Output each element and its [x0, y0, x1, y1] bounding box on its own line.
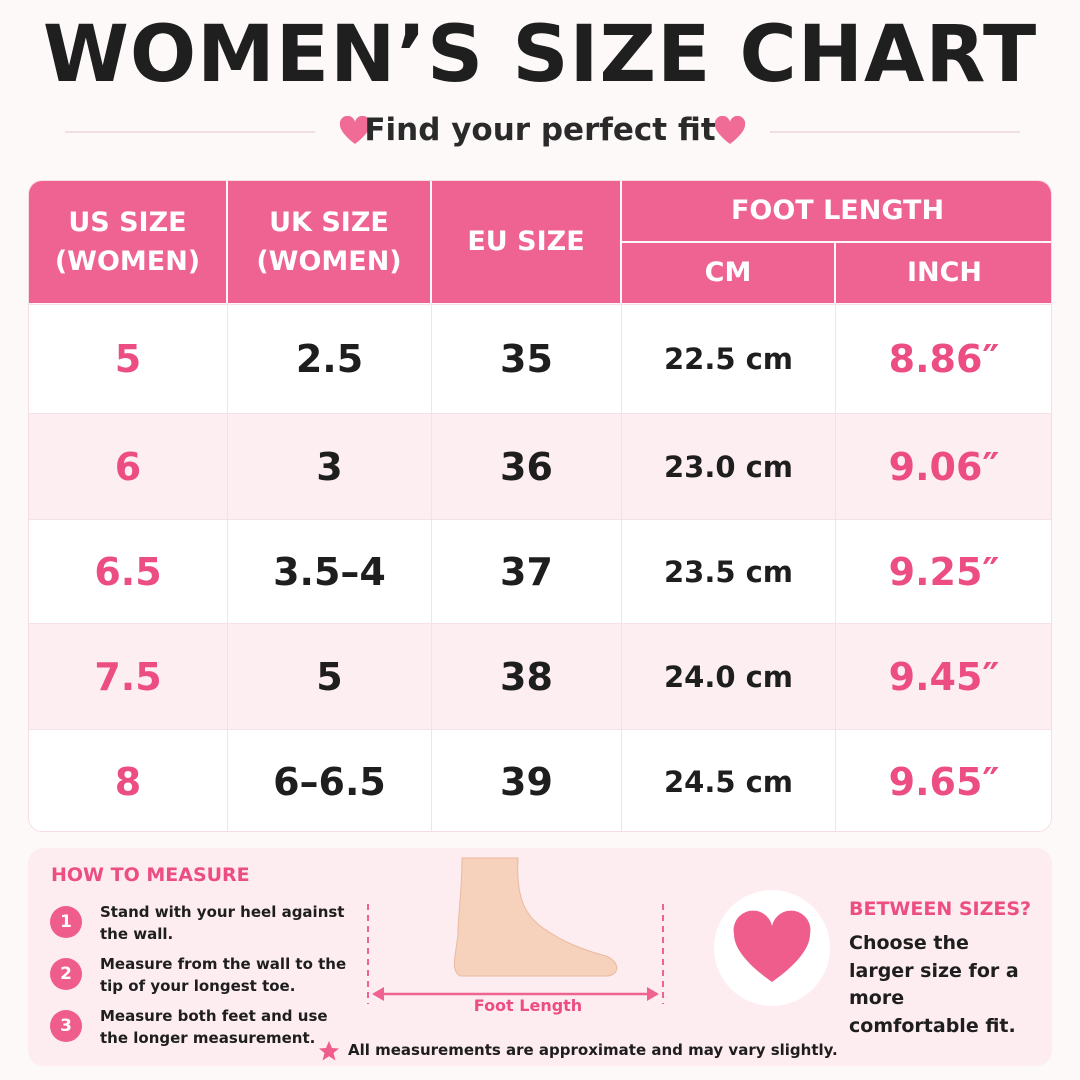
table-cell: 23.0 cm	[622, 413, 836, 519]
heart-badge	[714, 890, 830, 1006]
between-title: BETWEEN SIZES?	[849, 898, 1032, 920]
diagram-label: Foot Length	[473, 996, 583, 1015]
info-panel: HOW TO MEASURE 1 Stand with your heel aga…	[28, 848, 1052, 1066]
step-number: 2	[50, 958, 82, 990]
table-cell: 9.65″	[836, 729, 1051, 831]
table-cell: 23.5 cm	[622, 519, 836, 623]
column-header: EU SIZE	[432, 181, 620, 303]
table-cell: 5	[29, 304, 228, 413]
step-text: Measure both feet and use the longer mea…	[100, 1007, 328, 1047]
size-table: US SIZE (WOMEN) UK SIZE (WOMEN) EU SIZE FOO…	[28, 180, 1052, 832]
table-cell: 3.5–4	[228, 519, 432, 623]
table-cell: 6.5	[29, 519, 228, 623]
title: WOMEN’S SIZE CHART	[42, 10, 1038, 100]
table-cell: 9.25″	[836, 519, 1051, 623]
table-cell: 22.5 cm	[622, 304, 836, 413]
table-cell: 8	[29, 729, 228, 831]
table-cell: 39	[432, 729, 622, 831]
heart-icon	[733, 910, 811, 982]
table-cell: 6–6.5	[228, 729, 432, 831]
step-text: Measure from the wall to the tip of your…	[100, 955, 347, 995]
step: 1 Stand with your heel against the wall.	[50, 902, 350, 946]
table-cell: 3	[228, 413, 432, 519]
heart-icon	[339, 116, 371, 144]
column-header: INCH	[836, 243, 1051, 303]
step-number: 3	[50, 1010, 82, 1042]
table-cell: 6	[29, 413, 228, 519]
subtitle: Find your perfect fit	[364, 112, 716, 148]
table-cell: 38	[432, 623, 622, 729]
star-icon	[319, 1041, 339, 1061]
table-cell: 7.5	[29, 623, 228, 729]
table-cell: 37	[432, 519, 622, 623]
column-header: US SIZE (WOMEN)	[29, 181, 226, 303]
between-text: Choose the larger size for a more comfor…	[849, 932, 1019, 1037]
divider	[65, 131, 315, 133]
step: 2 Measure from the wall to the tip of you…	[50, 954, 350, 998]
divider	[770, 131, 1020, 133]
table-cell: 36	[432, 413, 622, 519]
note: All measurements are approximate and may…	[348, 1041, 838, 1059]
section-title: HOW TO MEASURE	[51, 864, 250, 886]
column-header: UK SIZE (WOMEN)	[228, 181, 430, 303]
column-header: FOOT LENGTH	[622, 181, 1051, 241]
table-cell: 24.5 cm	[622, 729, 836, 831]
column-header: CM	[622, 243, 834, 303]
step-text: Stand with your heel against the wall.	[100, 903, 345, 943]
step-number: 1	[50, 906, 82, 938]
foot-diagram	[367, 857, 664, 1004]
table-cell: 24.0 cm	[622, 623, 836, 729]
table-cell: 5	[228, 623, 432, 729]
table-cell: 9.45″	[836, 623, 1051, 729]
heart-icon	[714, 116, 746, 144]
table-cell: 2.5	[228, 304, 432, 413]
table-cell: 8.86″	[836, 304, 1051, 413]
step: 3 Measure both feet and use the longer me…	[50, 1006, 350, 1050]
table-cell: 9.06″	[836, 413, 1051, 519]
table-cell: 35	[432, 304, 622, 413]
